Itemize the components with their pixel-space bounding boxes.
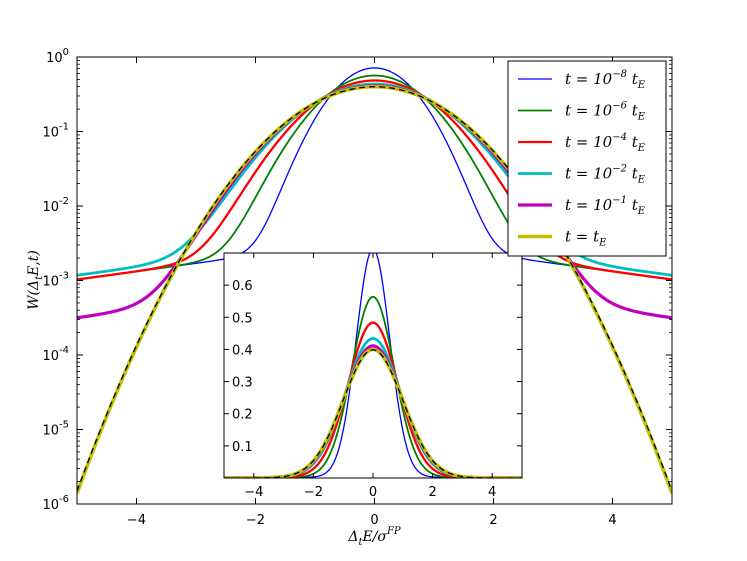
x-axis-label: ΔtE/σFP (347, 526, 401, 548)
inset-x-tick-label: −2 (304, 485, 323, 500)
main-x-tick-label: −2 (246, 513, 265, 528)
inset-y-tick-label: 0.4 (232, 343, 253, 358)
legend-label-1: t = 10−6 tE (565, 101, 646, 123)
legend-label-3: t = 10−2 tE (565, 164, 646, 186)
inset-ticks: −4 −2 0 2 4 0.1 0.2 0.3 0.4 0.5 0.6 (224, 253, 522, 500)
main-y-tick-label: 10-6 (42, 494, 69, 513)
legend-label-4: t = 10−1 tE (565, 195, 646, 217)
inset-x-tick-label: 2 (428, 485, 436, 500)
main-y-tick-label: 100 (46, 47, 69, 66)
main-x-tick-label: 0 (370, 513, 378, 528)
main-y-tick-label: 10-1 (42, 122, 69, 141)
main-y-tick-label: 10-3 (42, 271, 69, 290)
legend-frame (507, 60, 667, 257)
y-axis-label: W(ΔtE,t) (26, 250, 45, 310)
main-x-tick-label: 4 (608, 513, 616, 528)
inset-x-tick-label: 4 (488, 485, 496, 500)
main-x-tick-label: 2 (489, 513, 497, 528)
legend: t = 10−8 tE t = 10−6 tE t = 10−4 tE t = 10−… (507, 60, 667, 257)
legend-label-5: t = tE (565, 228, 607, 249)
inset-y-tick-label: 0.3 (232, 376, 253, 391)
main-curves (77, 67, 672, 494)
inset-y-tick-label: 0.5 (232, 311, 253, 326)
main-ticks: −4 −2 0 2 4 100 10-1 10-2 10-3 10-4 10-5 10-6 (42, 47, 672, 528)
inset-x-tick-label: −4 (244, 485, 263, 500)
inset-x-tick-label: 0 (369, 485, 377, 500)
main-x-tick-label: −4 (127, 513, 146, 528)
main-y-tick-label: 10-4 (42, 345, 69, 364)
inset-y-tick-label: 0.6 (232, 279, 253, 294)
inset-y-tick-label: 0.2 (232, 408, 253, 423)
legend-label-0: t = 10−8 tE (565, 69, 646, 91)
main-y-tick-label: 10-5 (42, 420, 69, 439)
legend-label-2: t = 10−4 tE (565, 132, 646, 154)
main-reference-dashed-line (77, 86, 672, 492)
main-y-tick-label: 10-2 (42, 196, 69, 215)
inset-y-tick-label: 0.1 (232, 440, 253, 455)
inset-plot-area (224, 253, 522, 478)
